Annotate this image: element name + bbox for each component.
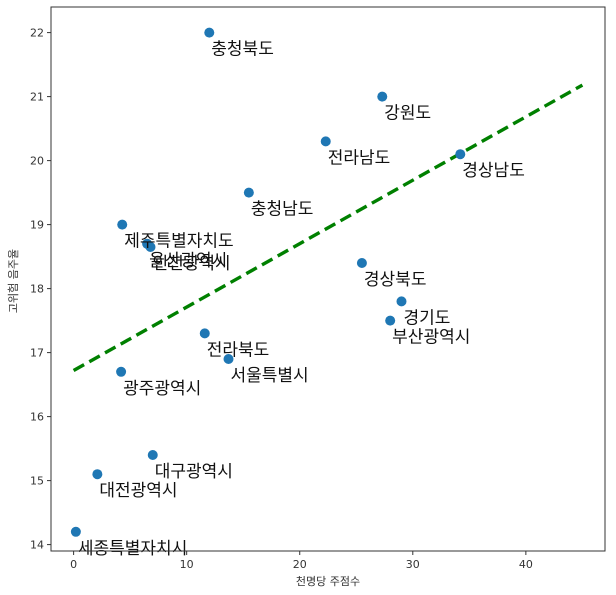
point-label: 제주특별자치도 (124, 232, 233, 252)
point-label: 강원도 (384, 104, 431, 124)
plot-background (51, 7, 605, 551)
plot-area (51, 7, 605, 551)
data-point (385, 315, 396, 326)
point-label: 경상북도 (364, 270, 427, 290)
point-label: 인천광역시 (152, 254, 230, 274)
point-label: 충청남도 (251, 200, 314, 220)
point-label: 전라북도 (207, 340, 270, 360)
plot-frame (50, 6, 606, 552)
trendline-layer (72, 83, 584, 373)
y-tick-label: 14 (30, 539, 44, 552)
y-axis-label: 고위험 음주율 (7, 249, 20, 313)
y-tick-label: 20 (30, 155, 44, 168)
data-point (116, 366, 127, 377)
y-tick-label: 15 (30, 475, 44, 488)
point-label: 울산광역시 (149, 251, 227, 271)
data-point (356, 258, 367, 268)
data-point (396, 296, 407, 307)
x-tick-label: 0 (70, 558, 77, 571)
x-tick-label: 40 (519, 558, 533, 571)
point-label: 대구광역시 (155, 462, 233, 482)
point-label: 전라남도 (328, 148, 391, 168)
data-point (204, 27, 215, 38)
point-label: 대전광역시 (99, 481, 177, 501)
x-tick-label: 30 (406, 558, 420, 571)
x-axis-label: 천명당 주점수 (296, 574, 360, 588)
data-point (320, 136, 331, 147)
y-tick-label: 17 (30, 347, 44, 360)
point-label: 광주광역시 (123, 379, 201, 399)
point-label: 경기도 (403, 308, 450, 328)
point-labels-layer: 충청북도강원도전라남도경상남도충청남도제주특별자치도울산광역시인천광역시경상북도… (78, 40, 525, 559)
y-tick-label: 19 (30, 219, 44, 232)
y-tick-label: 21 (30, 91, 44, 104)
data-point (147, 450, 158, 460)
x-tick-label: 20 (293, 558, 307, 571)
y-tick-label: 16 (30, 411, 44, 424)
data-point (223, 354, 234, 364)
data-point (243, 187, 254, 198)
y-tick-label: 22 (30, 27, 44, 40)
point-label: 충청북도 (211, 40, 274, 60)
y-tick-label: 18 (30, 283, 44, 296)
points-layer (70, 27, 466, 537)
trendline (72, 83, 584, 373)
point-label: 경상남도 (462, 161, 525, 181)
x-tick-label: 10 (180, 558, 194, 571)
data-point (92, 469, 103, 480)
data-point (455, 149, 466, 160)
data-point (145, 242, 156, 252)
data-point (117, 219, 128, 230)
point-label: 세종특별자치시 (78, 539, 187, 559)
data-point (199, 328, 210, 339)
axes-layer: 0 10 20 30 40 14 15 16 17 18 19 20 21 22 (30, 6, 606, 571)
point-label: 부산광역시 (392, 328, 470, 348)
data-point (377, 91, 388, 102)
point-label: 서울특별시 (231, 366, 309, 386)
data-point (70, 526, 81, 537)
